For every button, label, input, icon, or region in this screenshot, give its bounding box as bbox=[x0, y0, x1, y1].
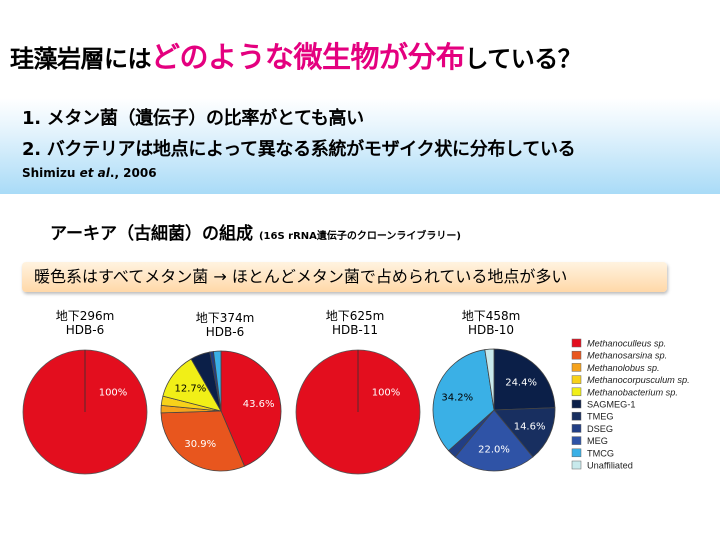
pie-label-1-site: HDB-6 bbox=[65, 323, 105, 337]
pie-label-2: 地下374m HDB-6 bbox=[170, 311, 280, 339]
pie-label-1-depth: 地下296m bbox=[55, 309, 115, 323]
legend-swatch-10 bbox=[571, 448, 582, 458]
citation-author: Shimizu bbox=[22, 166, 80, 180]
citation-etal: et al bbox=[79, 166, 110, 180]
pie-2-data-label-5: 12.7% bbox=[175, 383, 207, 394]
pie-3-data-label-1: 100% bbox=[372, 388, 401, 399]
note-banner: 暖色系はすべてメタン菌 → ほとんどメタン菌で占められている地点が多い bbox=[22, 262, 667, 292]
citation-year: ., 2006 bbox=[109, 166, 157, 180]
pie-label-4: 地下458m HDB-10 bbox=[436, 309, 546, 337]
pie-label-1: 地下296m HDB-6 bbox=[30, 309, 140, 337]
legend-label-7: TMEG bbox=[587, 412, 614, 422]
legend-label-1: Methanoculleus sp. bbox=[587, 339, 666, 349]
legend-swatch-4 bbox=[571, 375, 582, 384]
pie-4-data-label-3: 22.0% bbox=[478, 445, 510, 456]
pie-4-slice-3 bbox=[454, 409, 534, 472]
title-pre: 珪藻岩層には bbox=[10, 45, 152, 73]
pie-4-slice-2 bbox=[493, 407, 556, 458]
pie-2-data-label-1: 43.6% bbox=[243, 399, 275, 410]
citation: Shimizu et al., 2006 bbox=[22, 166, 157, 180]
legend-swatch-11 bbox=[571, 460, 582, 470]
legend-swatch-7 bbox=[571, 411, 582, 421]
pie-4-slice-1 bbox=[493, 348, 556, 411]
pie-1-data-label-1: 100% bbox=[99, 388, 128, 399]
slide-title: 珪藻岩層にはどのような微生物が分布している？ bbox=[10, 34, 715, 76]
pie-4-data-label-1: 24.4% bbox=[505, 377, 537, 388]
finding-2: 2. バクテリアは地点によって異なる系統がモザイク状に分布している bbox=[22, 139, 576, 160]
pie-label-4-site: HDB-10 bbox=[467, 323, 515, 337]
pie-2-slice-1 bbox=[220, 350, 282, 467]
legend-label-5: Methanobacterium sp. bbox=[587, 387, 678, 397]
legend-swatch-1 bbox=[571, 338, 582, 348]
legend-swatch-5 bbox=[571, 387, 582, 397]
legend-label-9: MEG bbox=[587, 436, 608, 446]
finding-1: 1. メタン菌（遺伝子）の比率がとても高い bbox=[22, 108, 364, 129]
section-subtitle: (16S rRNA遺伝子のクローンライブラリー) bbox=[258, 231, 461, 242]
title-post: している？ bbox=[464, 45, 582, 73]
section-heading: アーキア（古細菌）の組成 (16S rRNA遺伝子のクローンライブラリー) bbox=[50, 219, 461, 244]
legend-label-6: SAGMEG-1 bbox=[587, 400, 636, 410]
legend-swatch-8 bbox=[571, 424, 582, 433]
pie-2-data-label-2: 30.9% bbox=[184, 439, 216, 450]
pie-4-slice-6 bbox=[484, 348, 495, 411]
legend-label-3: Methanolobus sp. bbox=[587, 363, 660, 373]
pie-label-4-depth: 地下458m bbox=[461, 309, 521, 323]
legend-swatch-2 bbox=[571, 350, 582, 360]
pie-2-slice-8 bbox=[213, 350, 222, 412]
pie-label-3-depth: 地下625m bbox=[325, 309, 385, 323]
pie-label-2-site: HDB-6 bbox=[205, 325, 245, 339]
pie-label-2-depth: 地下374m bbox=[195, 311, 255, 325]
legend-swatch-9 bbox=[571, 436, 582, 445]
pie-4-data-label-2: 14.6% bbox=[514, 422, 546, 433]
legend-label-11: Unaffiliated bbox=[587, 461, 633, 471]
section-title: アーキア（古細菌）の組成 bbox=[50, 224, 253, 244]
legend-swatch-3 bbox=[571, 363, 582, 372]
legend-label-8: DSEG bbox=[587, 424, 613, 434]
pie-4-slice-5 bbox=[432, 349, 495, 452]
pie-label-3: 地下625m HDB-11 bbox=[300, 309, 410, 337]
legend-label-4: Methanocorpusculum sp. bbox=[587, 375, 690, 385]
legend-label-10: TMCG bbox=[587, 448, 614, 458]
title-highlight: どのような微生物が分布 bbox=[151, 40, 465, 74]
pie-2-slice-2 bbox=[160, 410, 246, 472]
pie-4-data-label-5: 34.2% bbox=[441, 392, 473, 403]
key-findings-box: 1. メタン菌（遺伝子）の比率がとても高い 2. バクテリアは地点によって異なる… bbox=[0, 98, 720, 194]
pie-label-3-site: HDB-11 bbox=[331, 323, 379, 337]
legend-label-2: Methanosarsina sp. bbox=[587, 351, 667, 361]
legend-swatch-6 bbox=[571, 399, 582, 409]
